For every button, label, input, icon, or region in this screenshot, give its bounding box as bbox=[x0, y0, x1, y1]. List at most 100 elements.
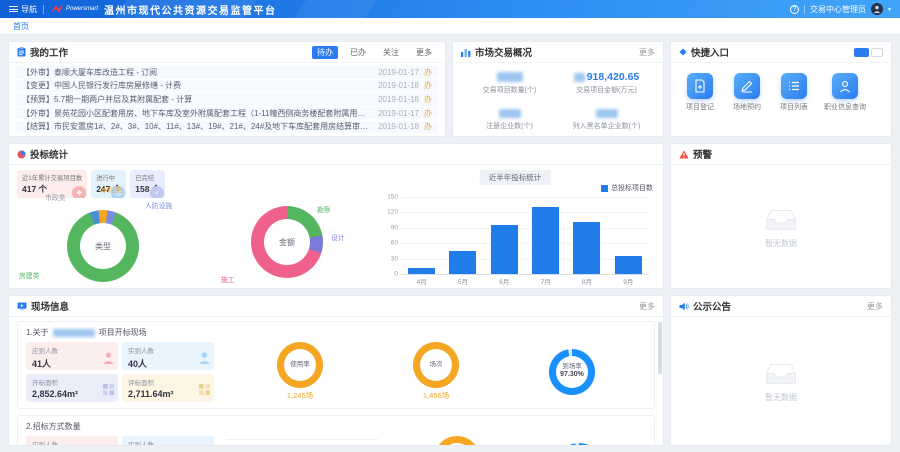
section-heading-text: 2.招标方式数量 bbox=[26, 422, 81, 431]
donut-slice-label: 勘察 bbox=[317, 207, 331, 214]
quick-entry[interactable]: 项目列表 bbox=[777, 73, 811, 112]
y-axis-tick: 120 bbox=[387, 208, 398, 216]
market-stat: 918,420.65 交易项目金额(万元) bbox=[558, 71, 655, 95]
bar-chart-half-year: 近半年投标统计 总投标项目数 0 30 60 90 120 150 4月 5月 6月 7月 8月 9月 bbox=[375, 170, 655, 287]
redacted-value bbox=[496, 72, 523, 82]
legend-swatch bbox=[601, 184, 608, 192]
quick-entry-label: 项目登记 bbox=[686, 104, 714, 111]
layout-toggle-off-button[interactable] bbox=[871, 47, 883, 57]
more-link[interactable]: 更多 bbox=[639, 47, 655, 57]
todo-tab-更多[interactable]: 更多 bbox=[416, 47, 432, 57]
todo-item[interactable]: 【预算】5.7期一期两户并层及其附属配套 - 计算 2019-01-18 办 bbox=[16, 93, 438, 106]
nav-menu-button[interactable]: 导航 bbox=[9, 4, 37, 15]
section-heading-text: 1.关于 bbox=[26, 328, 49, 337]
market-stat: 交易项目数量(个) bbox=[461, 71, 558, 95]
divider bbox=[43, 4, 44, 14]
market-stat-label: 列入黑名单企业数(个) bbox=[572, 123, 641, 130]
chip-value: 247 个 bbox=[96, 184, 122, 194]
list-icon bbox=[781, 73, 807, 99]
x-axis-tick: 7月 bbox=[540, 279, 551, 286]
quick-entry-label: 场地预约 bbox=[733, 104, 761, 111]
market-stat-value bbox=[558, 107, 655, 119]
chevron-down-icon[interactable]: ▾ bbox=[887, 6, 891, 13]
speaker-icon bbox=[679, 302, 689, 311]
brand-swoosh-icon bbox=[51, 4, 63, 13]
todo-item[interactable]: 【外审】泰顺大厦车库改造工程 - 订阅 2019-01-17 办 bbox=[16, 66, 438, 79]
area-icon bbox=[198, 383, 211, 401]
market-stat: 列入黑名单企业数(个) bbox=[558, 107, 655, 131]
section-heading-text: 项目开标现场 bbox=[98, 328, 147, 337]
empty-box-icon bbox=[766, 209, 796, 230]
site-stat-cards: 应到人数 41人 实到人数 40人开标面积 2,852.64m² 评标面积 2,711.64… bbox=[26, 342, 214, 402]
quick-entry[interactable]: 项目登记 bbox=[683, 73, 717, 112]
diamond-icon bbox=[679, 48, 687, 56]
donut-ring: 类型 bbox=[67, 210, 139, 282]
todo-item-text: 【预算】5.7期一期两户并层及其附属配套 - 计算 bbox=[22, 95, 193, 105]
avatar[interactable] bbox=[870, 3, 883, 15]
gauge-center: 场次 bbox=[441, 443, 473, 445]
site-card-value: 2,711.64m² bbox=[128, 389, 174, 399]
gauge-center: 使用率 bbox=[284, 349, 316, 381]
person-icon bbox=[102, 351, 115, 369]
panel-title: 公示公告 bbox=[693, 302, 732, 313]
todo-item-action-link[interactable]: 办 bbox=[424, 81, 432, 91]
quick-entry[interactable]: 场地预约 bbox=[730, 73, 764, 112]
more-link[interactable]: 更多 bbox=[867, 301, 883, 311]
chip-label: 进行中 bbox=[96, 175, 116, 182]
bar bbox=[614, 256, 642, 274]
chip-badge-icon: ✓ bbox=[150, 186, 165, 198]
dashboard-grid: 我的工作 待办 已办 关注 更多 【外审】泰顺大厦车库改造工程 - 订阅 2019-01… bbox=[0, 35, 900, 452]
gauge-center: 到场率 97.30% bbox=[556, 355, 588, 388]
todo-item-text: 【变更】中国人民银行发行库房屋修缮 - 计费 bbox=[22, 81, 182, 91]
gauge-center-label: 到场率 bbox=[562, 363, 582, 371]
site-stat-card: 开标面积 2,852.64m² bbox=[26, 374, 118, 402]
site-sections: 1.关于 项目开标现场应到人数 41人 实到人数 40人 开标面积 2,852.64m² 评标… bbox=[9, 317, 663, 446]
todo-item-action-link[interactable]: 办 bbox=[424, 95, 432, 105]
clipboard-icon bbox=[17, 47, 26, 57]
hamburger-icon bbox=[9, 5, 18, 14]
y-axis-tick: 90 bbox=[390, 224, 398, 232]
todo-item-action-link[interactable]: 办 bbox=[424, 122, 432, 132]
more-link[interactable]: 更多 bbox=[639, 301, 655, 311]
site-card-label: 评标面积 bbox=[128, 380, 154, 387]
market-stat-value bbox=[461, 107, 558, 119]
bar-chart-icon bbox=[461, 48, 471, 57]
todo-item-text: 【外审】景苑花园小区配套用房、地下车库及室外附属配套工程（1-11幢西侧商务楼配… bbox=[22, 108, 371, 118]
todo-tab-关注[interactable]: 关注 bbox=[383, 47, 399, 57]
quick-entry[interactable]: 职业信息查询 bbox=[824, 73, 866, 112]
todo-tab-已办[interactable]: 已办 bbox=[350, 47, 366, 57]
scrollbar-thumb[interactable] bbox=[658, 322, 662, 374]
gauge-sub-label: 1,245场 bbox=[286, 391, 314, 400]
help-icon[interactable]: ? bbox=[789, 4, 799, 14]
user-name[interactable]: 交易中心管理员 bbox=[809, 4, 866, 14]
gridline bbox=[401, 197, 649, 198]
gauge-center-label: 场次 bbox=[429, 360, 443, 368]
breadcrumb-bar: 首页 bbox=[0, 18, 900, 35]
todo-tab-待办[interactable]: 待办 bbox=[312, 45, 338, 59]
site-section-row: 应到人数41人实到人数40人开标面积2,852.64m²评标面积2,711.64… bbox=[26, 436, 646, 446]
site-card-label: 实到人数 bbox=[128, 442, 154, 446]
decor-streak bbox=[286, 0, 384, 18]
todo-item-action-link[interactable]: 办 bbox=[424, 108, 432, 118]
panel-title: 市场交易概况 bbox=[475, 48, 533, 59]
edit-pen-icon bbox=[734, 73, 760, 99]
todo-item-date: 2019-01-18 bbox=[378, 81, 419, 91]
site-section: 2.招标方式数量应到人数41人实到人数40人开标面积2,852.64m²评标面积… bbox=[17, 415, 655, 446]
market-stats: 交易项目数量(个) 918,420.65 交易项目金额(万元) 注册企业数(个) 列入黑… bbox=[453, 63, 663, 131]
market-stat: 注册企业数(个) bbox=[461, 107, 558, 131]
todo-item[interactable]: 【结算】市民安置房1#、2#、3#、10#、11#、13#、19#、21#、24… bbox=[16, 120, 438, 133]
empty-box-icon bbox=[766, 363, 796, 384]
todo-item-action-link[interactable]: 办 bbox=[424, 67, 432, 77]
panel-title: 预警 bbox=[693, 150, 713, 161]
breadcrumb[interactable]: 首页 bbox=[13, 21, 29, 31]
layout-toggle-on-button[interactable] bbox=[854, 47, 869, 57]
bid-stat-chip: 进行中 247 个 ◷ bbox=[91, 170, 127, 198]
user-icon bbox=[873, 5, 881, 13]
redacted-prefix bbox=[573, 72, 585, 82]
todo-item[interactable]: 【变更】中国人民银行发行库房屋修缮 - 计费 2019-01-18 办 bbox=[16, 79, 438, 93]
todo-item[interactable]: 【外审】景苑花园小区配套用房、地下车库及室外附属配套工程（1-11幢西侧商务楼配… bbox=[16, 106, 438, 120]
legend-label: 总投标项目数 bbox=[611, 185, 653, 192]
